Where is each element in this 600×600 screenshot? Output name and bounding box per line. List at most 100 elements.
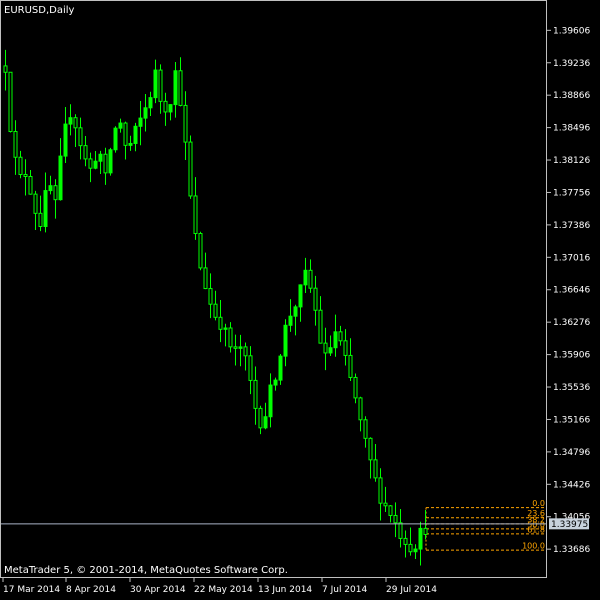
candle-body [108, 149, 113, 174]
candle-body [168, 104, 173, 113]
candle-body [273, 379, 278, 386]
price-axis[interactable]: 1.39606 1.39236 1.38866 1.38496 1.38126 1.377… [547, 26, 590, 555]
candle-body [163, 100, 168, 113]
fib-level-label: 61.8 [527, 525, 545, 534]
candle-body [73, 117, 78, 129]
candle-body [408, 543, 413, 553]
candle-body [33, 193, 38, 214]
price-tick-label: 1.37386 [553, 221, 590, 231]
price-tick-label: 1.34796 [553, 448, 590, 458]
candle-body [63, 123, 68, 157]
fib-level-label: 50.0 [527, 520, 545, 529]
candle-body [423, 527, 428, 535]
candle-body [98, 153, 103, 162]
candle-body [383, 502, 388, 507]
candle-body [223, 327, 228, 330]
candle-body [68, 117, 73, 125]
candle-body [258, 407, 263, 429]
candle-body [18, 156, 23, 175]
copyright-text: MetaTrader 5, © 2001-2014, MetaQuotes So… [4, 565, 288, 576]
candle-body [78, 127, 83, 147]
candle-body [338, 331, 343, 342]
candle-body [38, 212, 43, 227]
candle-body [373, 459, 378, 479]
candle-body [88, 158, 93, 169]
candle-body [248, 355, 253, 381]
fib-level-label: 38.2 [527, 515, 545, 524]
price-tick-label: 1.39236 [553, 59, 590, 69]
candle-body [118, 122, 123, 129]
chart-title: EURUSD,Daily [4, 5, 75, 16]
candle-body [263, 416, 268, 429]
candle-body [413, 548, 418, 553]
candle-body [243, 346, 248, 357]
candle-body [58, 155, 63, 201]
time-tick-label: 17 Mar 2014 [3, 585, 60, 595]
candle-body [323, 342, 328, 354]
time-tick-label: 30 Apr 2014 [130, 585, 186, 595]
candle-body [308, 269, 313, 289]
candle-body [48, 185, 53, 192]
time-axis[interactable]: 17 Mar 2014 8 Apr 2014 30 Apr 2014 22 May 2… [2, 578, 437, 595]
candle-body [313, 287, 318, 311]
candle-body [333, 331, 338, 349]
candle-body [368, 437, 373, 461]
candle-body [203, 267, 208, 290]
current-price-label: 1.33975 [549, 518, 589, 530]
candle-body [188, 141, 193, 197]
price-tick-label: 1.33686 [553, 545, 590, 555]
time-tick-label: 8 Apr 2014 [66, 585, 116, 595]
candle-body [293, 306, 298, 317]
candle-body [213, 303, 218, 318]
time-tick-label: 7 Jul 2014 [322, 585, 367, 595]
candle-body [138, 117, 143, 127]
candle-body [378, 477, 383, 504]
candle-body [418, 527, 423, 550]
price-tick-label: 1.38866 [553, 91, 590, 101]
candle-body [328, 347, 333, 354]
candle-body [208, 288, 213, 305]
candle-body [198, 233, 203, 269]
candle-body [363, 419, 368, 439]
candle-body [128, 142, 133, 146]
price-tick-label: 1.38126 [553, 156, 590, 166]
price-tick-label: 1.39606 [553, 26, 590, 36]
candle-body [233, 346, 238, 349]
candle-body [23, 173, 28, 178]
candle-body [288, 315, 293, 326]
candle-body [133, 125, 138, 144]
candle-body [283, 324, 288, 357]
price-tick-label: 1.34056 [553, 513, 590, 523]
price-tick-label: 1.36646 [553, 286, 590, 296]
candle-body [53, 185, 58, 201]
current-price-value: 1.33975 [551, 520, 588, 530]
candlestick-series [3, 49, 428, 566]
price-tick-label: 1.35166 [553, 415, 590, 425]
time-tick-label: 22 May 2014 [194, 585, 253, 595]
candle-body [3, 65, 8, 73]
candle-body [193, 195, 198, 235]
candle-body [123, 122, 128, 146]
candle-body [353, 376, 358, 399]
candle-body [43, 190, 48, 227]
candle-body [278, 355, 283, 381]
candle-body [253, 379, 258, 409]
candle-body [398, 522, 403, 539]
candle-body [173, 70, 178, 106]
price-tick-label: 1.38496 [553, 124, 590, 134]
candle-body [28, 176, 33, 195]
candle-body [388, 505, 393, 516]
candle-body [178, 70, 183, 106]
candle-body [218, 316, 223, 330]
candle-body [298, 284, 303, 308]
candle-body [113, 127, 118, 151]
candle-body [228, 327, 233, 348]
price-tick-label: 1.35536 [553, 383, 590, 393]
candle-body [8, 71, 13, 133]
price-tick-label: 1.36276 [553, 318, 590, 328]
candle-body [403, 537, 408, 545]
price-tick-label: 1.37756 [553, 188, 590, 198]
candle-body [153, 69, 158, 99]
candle-body [158, 69, 163, 102]
